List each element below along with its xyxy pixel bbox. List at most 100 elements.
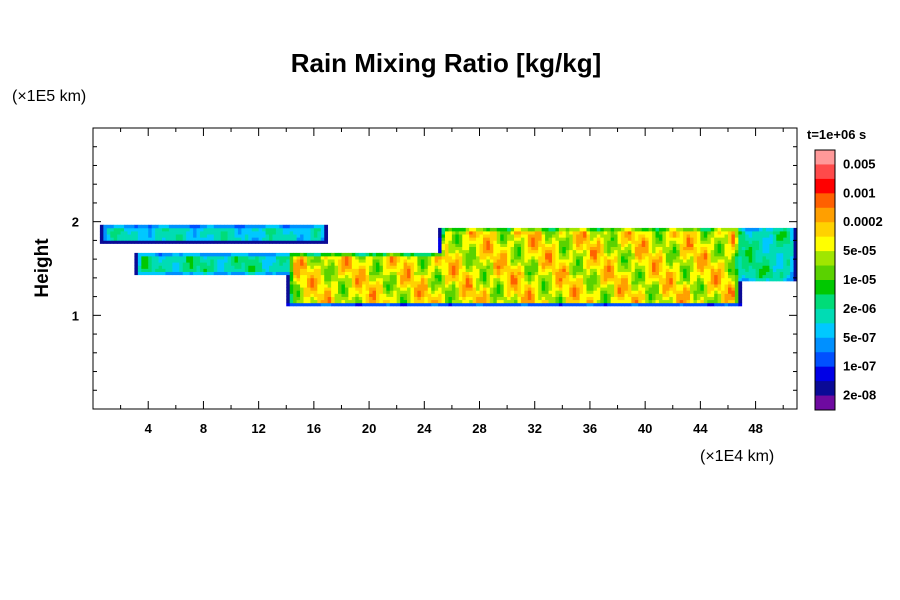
field-cell xyxy=(538,249,542,254)
field-cell xyxy=(265,237,270,241)
field-cell xyxy=(538,299,542,304)
field-cell xyxy=(662,262,667,266)
field-cell xyxy=(486,290,491,294)
field-cell xyxy=(672,227,677,232)
field-cell xyxy=(438,231,442,235)
field-cell xyxy=(507,265,511,269)
field-cell xyxy=(614,296,618,301)
field-cell xyxy=(224,262,228,266)
field-cell xyxy=(551,290,556,294)
field-cell xyxy=(600,271,605,276)
field-cell xyxy=(507,277,511,282)
field-cell xyxy=(710,299,715,304)
field-cell xyxy=(548,296,553,301)
field-cell xyxy=(724,290,729,294)
field-cell xyxy=(555,277,560,282)
field-cell xyxy=(624,302,629,307)
field-cell xyxy=(690,296,694,301)
field-cell xyxy=(569,265,574,269)
field-cell xyxy=(489,234,494,238)
field-cell xyxy=(251,256,256,260)
field-cell xyxy=(672,287,677,291)
field-cell xyxy=(462,252,467,257)
field-cell xyxy=(355,299,360,304)
field-cell xyxy=(586,243,591,247)
field-cell xyxy=(372,271,377,276)
field-cell xyxy=(593,243,598,247)
field-cell xyxy=(455,256,460,260)
field-cell xyxy=(327,296,332,301)
field-cell xyxy=(703,280,708,285)
field-cell xyxy=(417,299,422,304)
field-cell xyxy=(507,237,511,241)
field-cell xyxy=(538,268,542,272)
field-cell xyxy=(351,290,356,294)
field-cell xyxy=(313,224,318,229)
field-cell xyxy=(317,287,322,291)
field-cell xyxy=(320,277,325,282)
field-cell xyxy=(565,237,570,241)
field-cell xyxy=(562,274,567,279)
field-cell xyxy=(783,249,787,254)
field-cell xyxy=(434,299,439,304)
field-cell xyxy=(489,290,494,294)
field-cell xyxy=(507,243,511,247)
field-cell xyxy=(476,290,480,294)
field-cell xyxy=(496,271,501,276)
field-cell xyxy=(206,268,211,272)
field-cell xyxy=(438,262,442,266)
field-cell xyxy=(645,271,649,276)
field-cell xyxy=(731,227,736,232)
field-cell xyxy=(344,271,349,276)
field-cell xyxy=(614,234,618,238)
field-cell xyxy=(386,259,391,263)
field-cell xyxy=(427,252,432,257)
field-cell xyxy=(524,252,529,257)
field-cell xyxy=(389,293,394,297)
field-cell xyxy=(596,243,601,247)
field-cell xyxy=(686,280,691,285)
field-cell xyxy=(407,277,411,282)
field-cell xyxy=(710,237,715,241)
field-cell xyxy=(148,237,153,241)
field-cell xyxy=(514,243,518,247)
field-cell xyxy=(655,293,660,297)
field-cell xyxy=(375,290,380,294)
field-cell xyxy=(258,224,263,229)
field-cell xyxy=(445,237,449,241)
field-cell xyxy=(155,231,159,235)
field-cell xyxy=(382,287,387,291)
field-cell xyxy=(762,256,767,260)
field-cell xyxy=(289,274,294,279)
field-cell xyxy=(500,240,505,244)
field-cell xyxy=(621,296,625,301)
field-cell xyxy=(510,259,515,263)
field-cell xyxy=(621,290,625,294)
field-cell xyxy=(655,246,660,251)
field-cell xyxy=(621,256,625,260)
field-cell xyxy=(462,268,467,272)
field-cell xyxy=(120,237,125,241)
field-cell xyxy=(369,284,373,288)
field-cell xyxy=(306,265,311,269)
field-cell xyxy=(341,287,346,291)
field-cell xyxy=(476,240,480,244)
field-cell xyxy=(489,280,494,285)
field-cell xyxy=(721,259,725,263)
field-cell xyxy=(617,240,622,244)
field-cell xyxy=(696,262,701,266)
field-cell xyxy=(621,299,625,304)
field-cell xyxy=(614,237,618,241)
field-cell xyxy=(538,240,542,244)
field-cell xyxy=(179,271,184,276)
field-cell xyxy=(331,277,335,282)
field-cell xyxy=(558,290,563,294)
field-cell xyxy=(614,299,618,304)
field-cell xyxy=(645,284,649,288)
field-cell xyxy=(313,252,318,257)
field-cell xyxy=(275,240,280,244)
field-cell xyxy=(510,290,515,294)
field-cell xyxy=(493,231,498,235)
field-cell xyxy=(624,252,629,257)
field-cell xyxy=(451,259,456,263)
